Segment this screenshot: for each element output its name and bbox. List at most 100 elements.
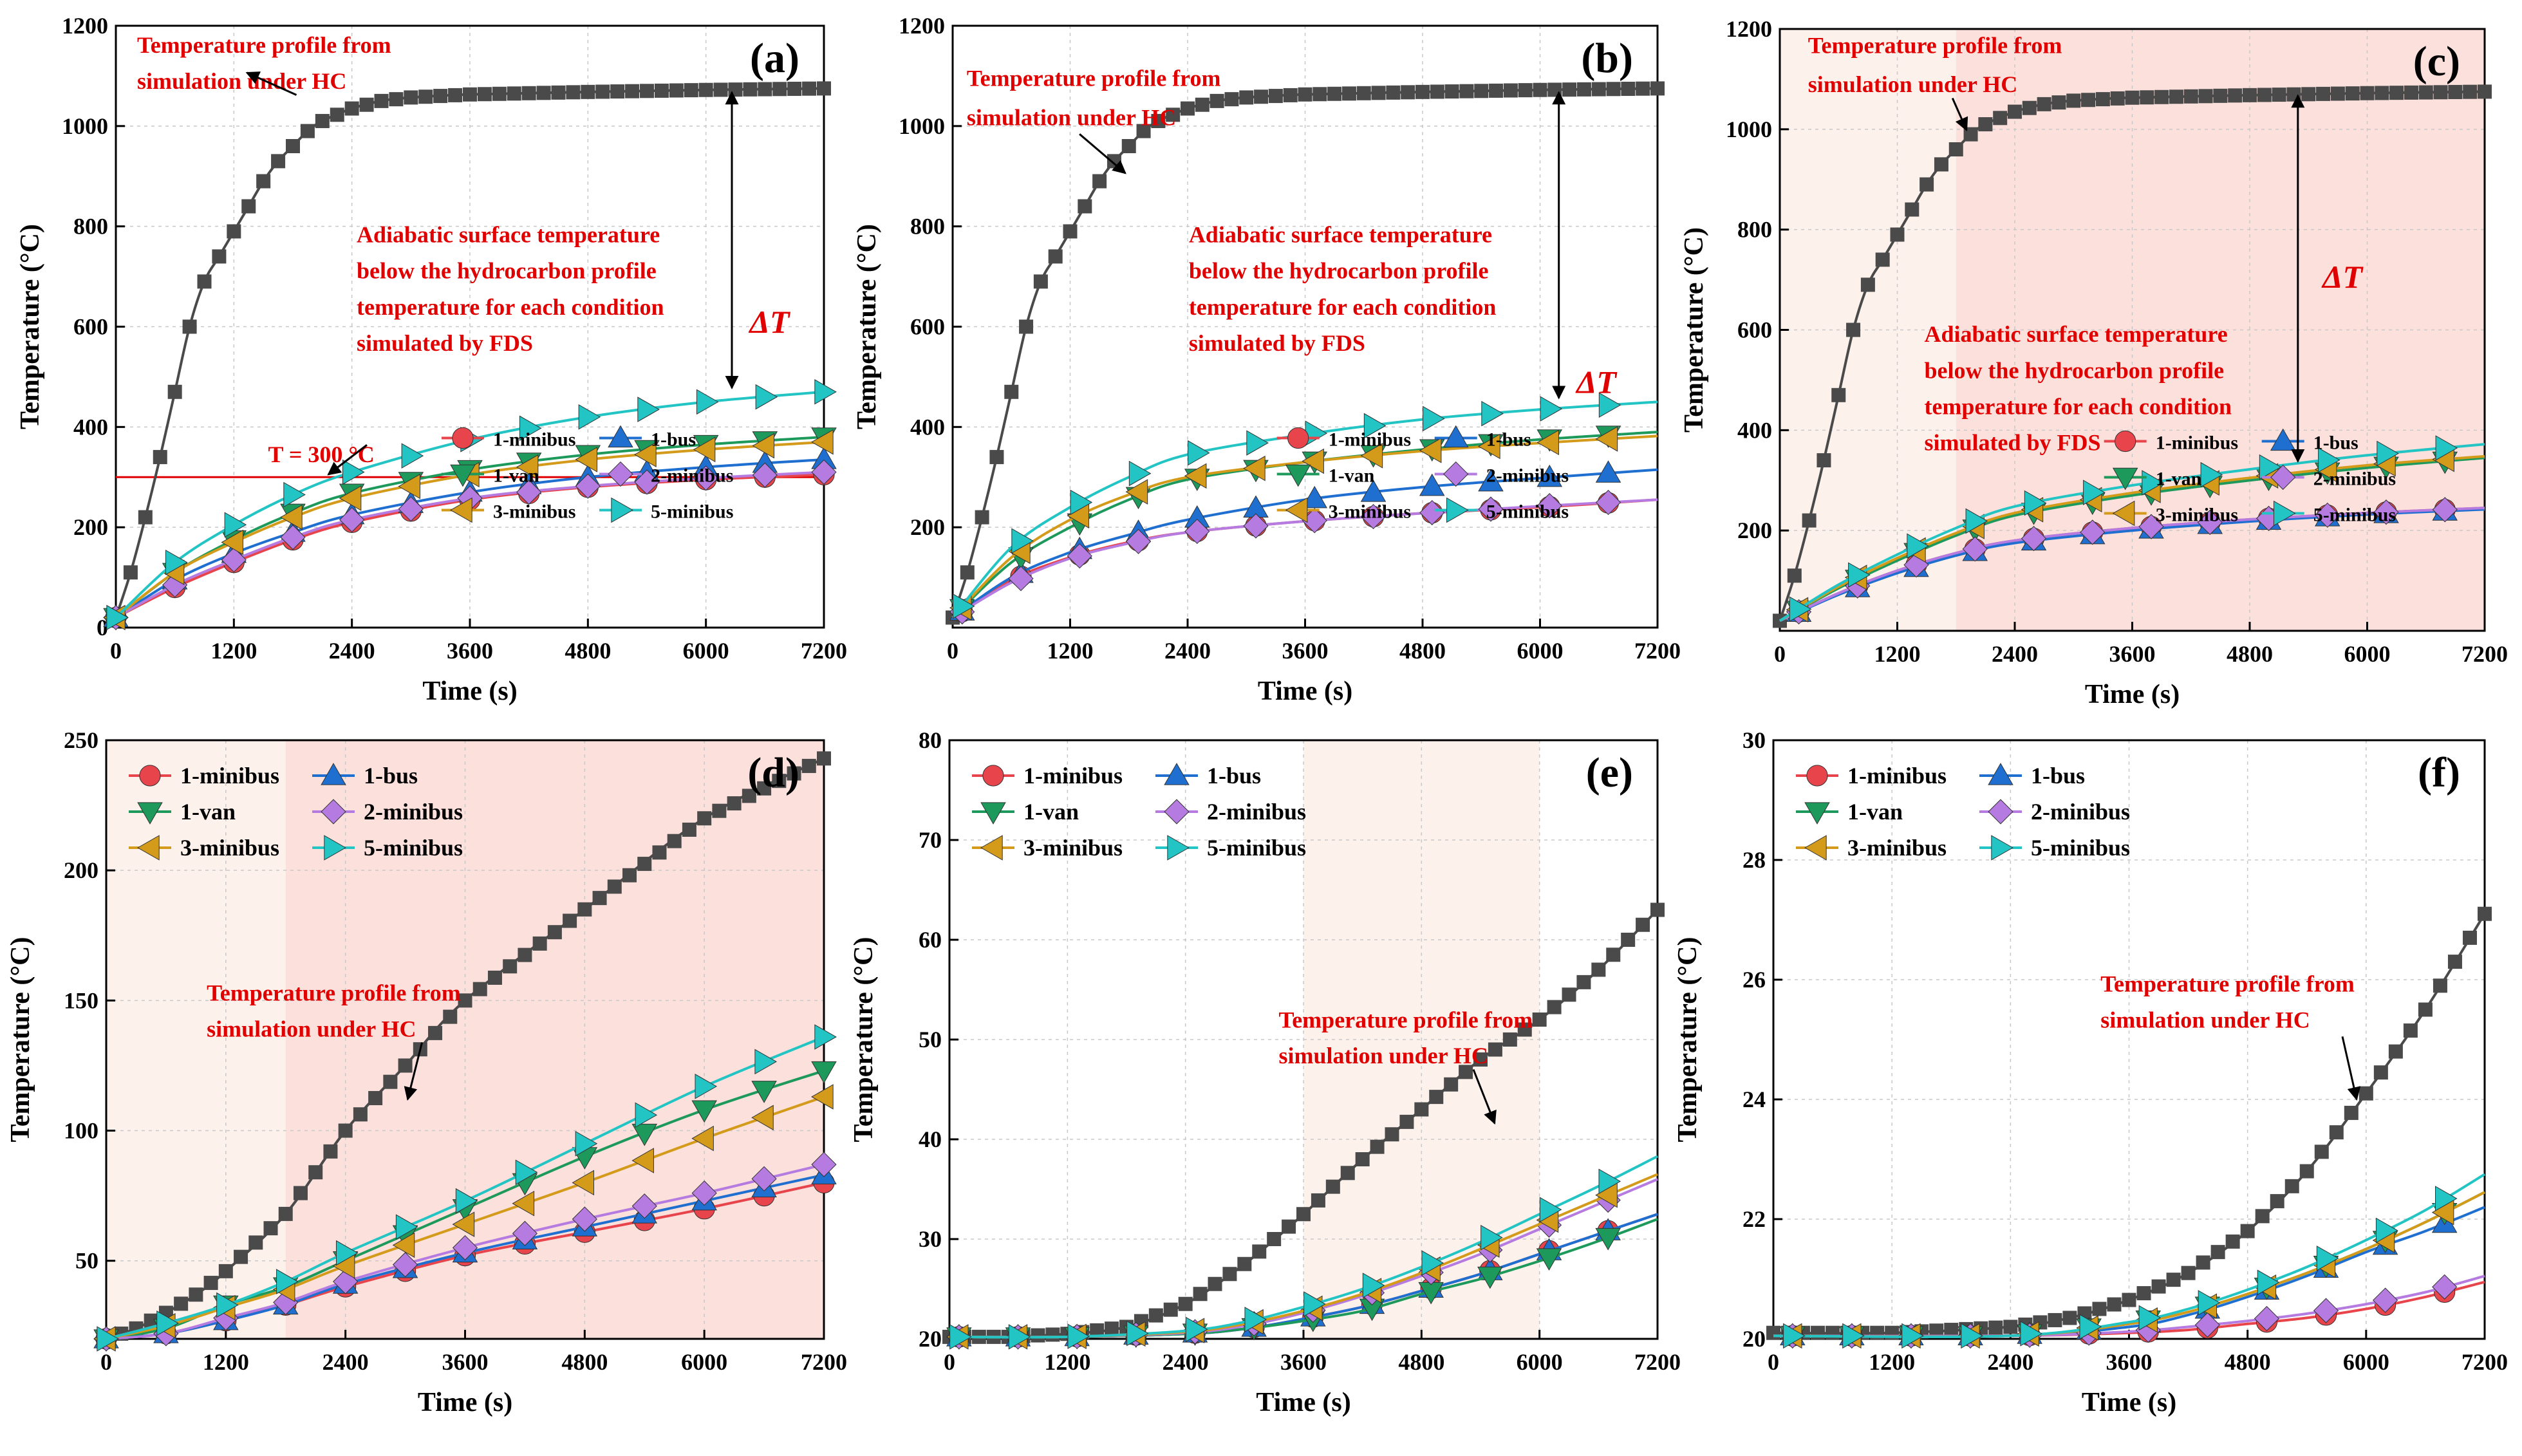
data-point [2344, 1105, 2359, 1120]
data-point [652, 845, 667, 860]
data-point [1246, 430, 1269, 456]
annotation-text: Adiabatic surface temperature [1189, 222, 1492, 248]
annotation-text: temperature for each condition [1924, 393, 2232, 419]
series-line-3-minibus [951, 434, 1658, 619]
data-point [2110, 91, 2125, 106]
legend-marker [450, 464, 476, 487]
data-point [315, 114, 330, 129]
data-point [2151, 1279, 2166, 1294]
data-point [755, 384, 778, 410]
data-point [1860, 277, 1875, 292]
legend-marker [2270, 464, 2296, 490]
data-point [1562, 987, 1576, 1002]
data-point [1298, 87, 1312, 102]
legend-item: 3-minibus [442, 497, 575, 523]
data-point [1070, 489, 1093, 516]
data-point [1444, 84, 1459, 99]
legend-label: 1-minibus [180, 763, 279, 789]
data-point [1419, 437, 1442, 463]
y-tick-label: 400 [910, 414, 945, 440]
data-point [1621, 933, 1636, 947]
data-point [323, 1144, 338, 1159]
data-point [2142, 470, 2164, 496]
data-point [472, 982, 487, 996]
data-point [2404, 85, 2418, 100]
panel-label: (e) [1586, 749, 1633, 796]
data-point [2463, 84, 2478, 99]
x-tick-label: 2400 [1987, 1349, 2033, 1375]
legend-label: 5-minibus [1486, 501, 1569, 522]
data-point [1399, 1114, 1414, 1129]
data-point [2080, 519, 2106, 545]
data-point [2213, 88, 2228, 103]
data-point [682, 822, 696, 837]
data-point [1993, 111, 2008, 126]
data-point [1766, 1325, 1780, 1340]
data-point [637, 857, 652, 872]
data-point [271, 154, 286, 169]
data-point [1988, 1320, 2003, 1335]
data-point [625, 84, 640, 98]
data-point [2125, 90, 2140, 105]
data-point [1518, 83, 1533, 98]
y-tick-label: 1000 [62, 113, 108, 139]
data-point [182, 319, 197, 334]
legend-item: 1-minibus [1276, 427, 1411, 450]
data-point [631, 1148, 654, 1173]
data-point [2008, 104, 2022, 119]
legend-item: 2-minibus [599, 461, 733, 487]
legend-item: 2-minibus [2261, 464, 2396, 490]
legend-item: 3-minibus [1796, 835, 1947, 861]
data-point [1481, 1224, 1503, 1251]
x-tick-label: 6000 [2343, 1349, 2389, 1375]
data-point [634, 442, 657, 467]
data-point [814, 379, 837, 405]
data-point [1419, 499, 1445, 526]
data-point [174, 1296, 189, 1311]
data-point [398, 1058, 413, 1073]
data-point [1817, 453, 1831, 468]
data-point [263, 1221, 278, 1236]
x-tick-label: 0 [110, 638, 122, 664]
data-point [197, 274, 212, 289]
data-point [2313, 1298, 2339, 1323]
data-point [1163, 1302, 1178, 1317]
data-point [1178, 1296, 1193, 1311]
data-point [1459, 1065, 1473, 1079]
annotation-text: below the hydrocarbon profile [1189, 258, 1489, 284]
data-point [106, 604, 129, 631]
data-point [1489, 83, 1504, 98]
legend-marker [1443, 461, 1469, 487]
legend-label: 1-bus [651, 429, 696, 450]
legend-item: 2-minibus [1979, 799, 2130, 825]
data-point [1362, 1273, 1385, 1298]
annotations: Temperature profile from simulation under… [967, 66, 1618, 400]
legend-label: 5-minibus [364, 835, 463, 861]
x-axis-label: Time (s) [1258, 677, 1352, 706]
data-point [2081, 93, 2096, 107]
chart-panel-d: 0 1200 2400 3600 4800 6000 7200 50 100 150 200 250 T… [6, 727, 847, 1417]
annotation-text: simulated by FDS [1189, 330, 1365, 356]
data-point [1166, 107, 1181, 122]
data-point [817, 81, 831, 96]
data-point [1606, 82, 1621, 97]
y-tick-label: 150 [64, 987, 98, 1013]
data-point [392, 1232, 415, 1258]
x-tick-label: 1200 [1044, 1349, 1090, 1375]
legend-marker [452, 427, 474, 449]
legend-marker [139, 765, 161, 787]
y-tick-label: 50 [75, 1248, 98, 1274]
data-point [1363, 413, 1387, 439]
data-point [212, 249, 227, 264]
series-line-1-van [951, 431, 1658, 619]
series-5-minibus [951, 392, 1658, 619]
legend-label: 1-van [1023, 799, 1079, 825]
data-point [1802, 513, 1817, 528]
legend-item: 5-minibus [312, 835, 463, 861]
legend-label: 1-minibus [1023, 763, 1123, 789]
legend-item: 1-van [972, 799, 1079, 825]
data-point [2432, 497, 2458, 523]
data-point [2360, 86, 2375, 100]
series-5-minibus [106, 379, 837, 631]
legend-marker [1991, 835, 2013, 861]
